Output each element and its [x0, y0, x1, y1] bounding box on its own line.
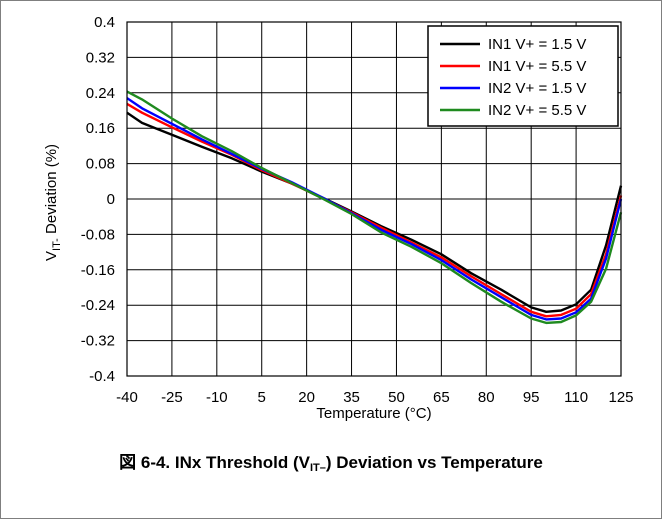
x-tick-label: -10: [206, 389, 228, 406]
caption-suffix: ) Deviation vs Temperature: [325, 453, 543, 472]
y-axis-label: VIT- Deviation (%): [43, 144, 63, 261]
y-tick-label: 0: [107, 191, 115, 208]
y-tick-label: -0.08: [81, 226, 115, 243]
x-tick-label: 35: [343, 389, 360, 406]
y-tick-label: 0.32: [86, 49, 115, 66]
y-axis-label-rest: Deviation (%): [43, 144, 60, 238]
y-tick-label: 0.08: [86, 156, 115, 173]
x-tick-label: 5: [258, 389, 266, 406]
series-layer: [126, 90, 623, 325]
chart: 0.4 0.32 0.24 0.16 0.08 0 -0.08 -0.16 -0.24 -0.32…: [43, 14, 634, 422]
x-tick-label: -25: [161, 389, 183, 406]
x-tick-label: -40: [116, 389, 138, 406]
series-line-4: [126, 90, 623, 325]
y-tick-label: -0.32: [81, 333, 115, 350]
x-tick-label: 50: [388, 389, 405, 406]
y-tick-label: 0.16: [86, 120, 115, 137]
caption-sub: IT–: [309, 462, 326, 474]
x-tick-labels: -40 -25 -10 5 20 35 50 65 80 95 110 125: [116, 389, 633, 406]
y-axis-label-main: V: [43, 251, 60, 261]
legend-label-4: IN2 V+ = 5.5 V: [488, 102, 586, 119]
legend-label-1: IN1 V+ = 1.5 V: [488, 36, 586, 53]
y-tick-label: -0.24: [81, 297, 115, 314]
y-tick-label: -0.16: [81, 262, 115, 279]
series-line-3: [126, 97, 623, 321]
y-tick-label: 0.24: [86, 85, 115, 102]
y-axis-label-sub: IT-: [51, 238, 63, 251]
legend: IN1 V+ = 1.5 V IN1 V+ = 5.5 V IN2 V+ = 1.5…: [427, 25, 619, 127]
x-tick-label: 20: [298, 389, 315, 406]
caption-prefix: 図 6-4. INx Threshold (V: [119, 453, 310, 472]
x-tick-label: 80: [478, 389, 495, 406]
y-tick-label: 0.4: [94, 14, 115, 31]
x-axis-label: Temperature (°C): [316, 405, 431, 422]
legend-label-3: IN2 V+ = 1.5 V: [488, 80, 586, 97]
x-tick-label: 95: [523, 389, 540, 406]
series-line-2: [126, 102, 623, 318]
y-tick-labels: 0.4 0.32 0.24 0.16 0.08 0 -0.08 -0.16 -0.24 -0.32…: [81, 14, 115, 385]
x-tick-label: 125: [608, 389, 633, 406]
x-tick-label: 65: [433, 389, 450, 406]
legend-label-2: IN1 V+ = 5.5 V: [488, 58, 586, 75]
series-line-1: [126, 111, 623, 313]
y-tick-label: -0.4: [89, 368, 115, 385]
x-tick-label: 110: [564, 389, 588, 406]
figure-caption: 図 6-4. INx Threshold (VIT–) Deviation vs…: [0, 448, 662, 474]
plot-border: [126, 21, 622, 377]
